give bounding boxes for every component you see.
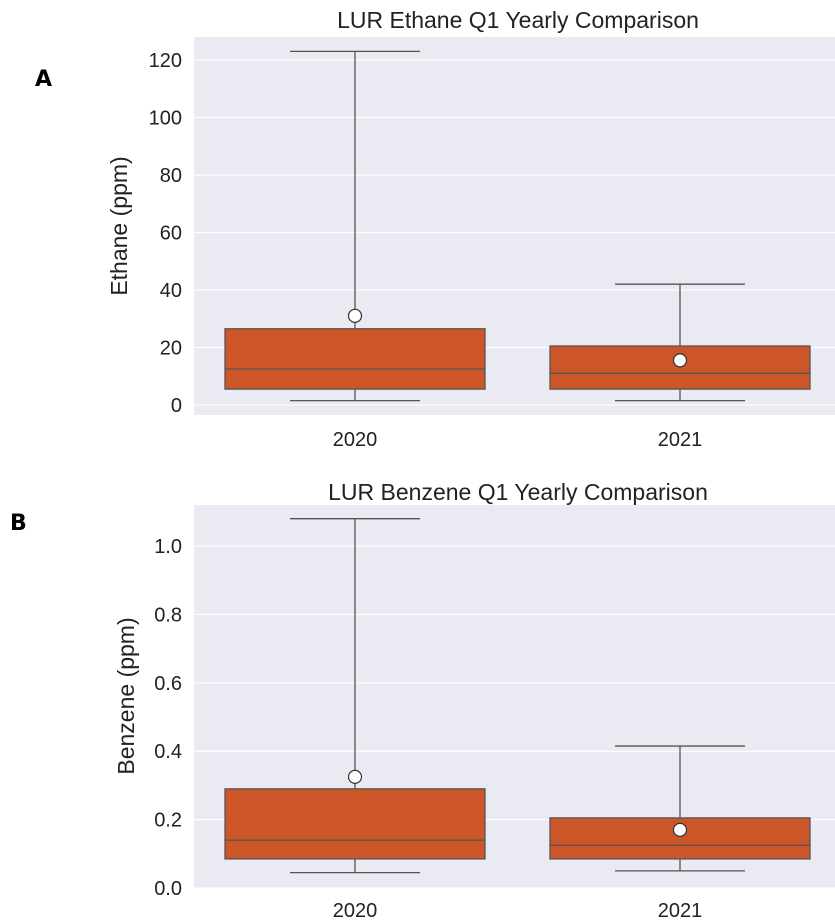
chart-b-title: LUR Benzene Q1 Yearly Comparison	[328, 479, 708, 505]
mean-marker-b-2021	[672, 822, 688, 837]
y-ticks-b: 0.0 0.2 0.4 0.6 0.8 1.0	[154, 536, 182, 900]
x-ticks-b: 2020 2021	[333, 900, 703, 922]
panel-a: A LUR Ethane Q1 Yearly Comparison 0 20 40 6…	[35, 7, 835, 451]
y-tick-label-a-5: 100	[149, 107, 182, 129]
y-tick-label-b-1: 0.2	[154, 810, 182, 832]
panel-a-letter: A	[35, 67, 52, 92]
y-tick-label-a-6: 120	[149, 50, 182, 72]
panel-b: B LUR Benzene Q1 Yearly Comparison 0.00.…	[10, 479, 835, 922]
y-tick-label-a-0: 0	[171, 395, 182, 417]
y-axis-label-a: Ethane (ppm)	[106, 156, 132, 295]
y-tick-label-a-1: 20	[160, 337, 182, 359]
x-tick-label-a-2021: 2021	[658, 429, 703, 451]
boxes-b	[224, 518, 811, 874]
box-a-2020	[224, 328, 486, 390]
y-ticks-a: 0 20 40 60 80 100 120	[149, 50, 182, 417]
box-b-2020	[224, 788, 486, 860]
mean-marker-a-2021	[672, 353, 688, 368]
y-tick-label-b-0: 0.0	[154, 878, 182, 900]
mean-marker-a-2020	[347, 308, 363, 323]
box-a-2021	[549, 345, 811, 390]
y-tick-label-a-2: 40	[160, 280, 182, 302]
y-tick-label-a-3: 60	[160, 222, 182, 244]
y-tick-label-b-2: 0.4	[154, 741, 182, 763]
boxes-a	[224, 50, 811, 402]
y-tick-label-b-4: 0.8	[154, 604, 182, 626]
x-ticks-a: 2020 2021	[333, 429, 703, 451]
x-tick-label-b-2020: 2020	[333, 900, 378, 922]
y-tick-label-a-4: 80	[160, 165, 182, 187]
y-tick-label-b-3: 0.6	[154, 673, 182, 695]
y-axis-label-b: Benzene (ppm)	[113, 617, 139, 774]
x-tick-label-b-2021: 2021	[658, 900, 703, 922]
panel-b-letter: B	[10, 511, 27, 536]
y-tick-label-b-5: 1.0	[154, 536, 182, 558]
x-tick-label-a-2020: 2020	[333, 429, 378, 451]
chart-a-title: LUR Ethane Q1 Yearly Comparison	[337, 7, 699, 33]
mean-marker-b-2020	[347, 769, 363, 784]
